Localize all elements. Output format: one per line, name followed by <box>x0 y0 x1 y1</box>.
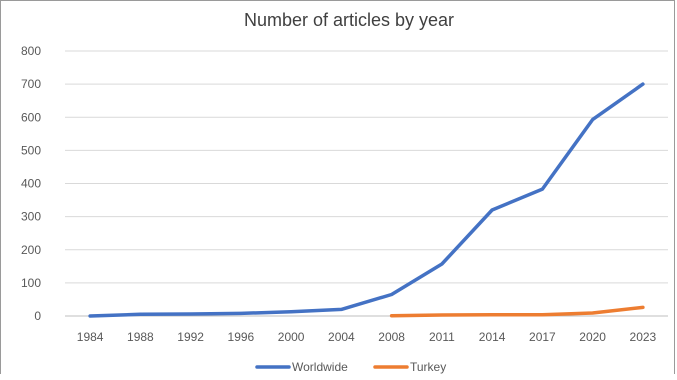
y-tick-label: 0 <box>34 309 41 323</box>
x-tick-label: 2014 <box>479 330 506 344</box>
y-tick-label: 500 <box>21 143 41 157</box>
series-line-turkey <box>389 305 645 318</box>
y-tick-label: 200 <box>21 243 41 257</box>
x-tick-label: 2000 <box>278 330 305 344</box>
legend-label-turkey: Turkey <box>410 360 446 374</box>
legend-label-worldwide: Worldwide <box>292 360 348 374</box>
y-tick-label: 800 <box>21 44 41 58</box>
y-axis-tick-labels: 0 100 200 300 400 500 600 700 800 <box>21 44 41 323</box>
y-tick-label: 100 <box>21 276 41 290</box>
x-tick-label: 1992 <box>177 330 204 344</box>
x-tick-label: 2017 <box>529 330 556 344</box>
x-tick-label: 1984 <box>77 330 104 344</box>
y-tick-label: 300 <box>21 210 41 224</box>
gridlines <box>65 50 668 317</box>
series-lines <box>88 82 645 318</box>
y-tick-label: 400 <box>21 177 41 191</box>
y-tick-label: 600 <box>21 110 41 124</box>
series-line-worldwide <box>88 82 645 318</box>
x-tick-label: 1996 <box>228 330 255 344</box>
y-tick-label: 700 <box>21 77 41 91</box>
chart-title: Number of articles by year <box>244 10 454 30</box>
x-tick-label: 2011 <box>429 330 455 344</box>
x-tick-label: 2020 <box>579 330 606 344</box>
x-tick-label: 2023 <box>630 330 657 344</box>
x-tick-label: 1988 <box>127 330 154 344</box>
x-tick-label: 2004 <box>328 330 355 344</box>
x-axis-tick-labels: 1984 1988 1992 1996 2000 2004 2008 2011 2014 2017… <box>77 330 657 344</box>
x-tick-label: 2008 <box>378 330 405 344</box>
legend: Worldwide Turkey <box>255 360 446 374</box>
